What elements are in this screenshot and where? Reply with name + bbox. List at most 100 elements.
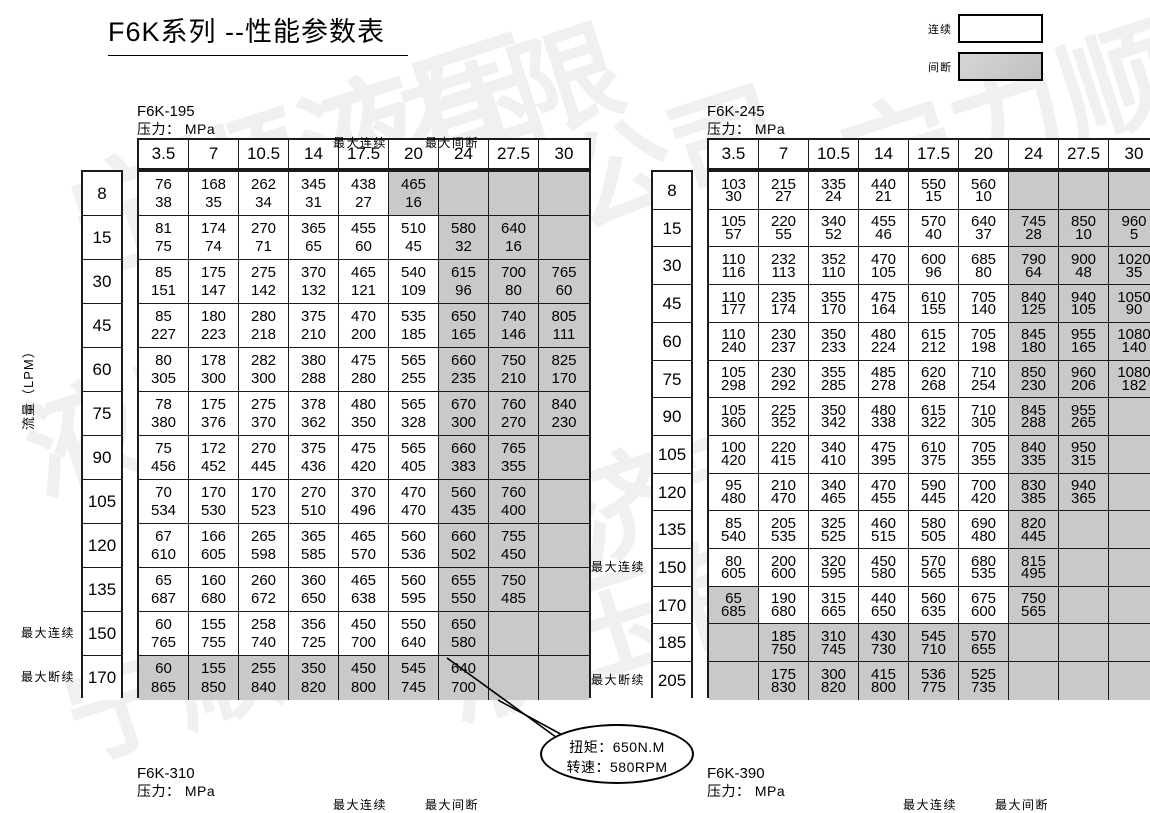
cell-torque-value: 356 [300, 616, 327, 634]
cell-speed-value: 298 [720, 376, 747, 394]
flow-row-label: 8 [83, 172, 121, 216]
cell-torque-value: 765 [500, 440, 527, 458]
cell-speed-value: 90 [1125, 301, 1143, 319]
cell-torque-value: 565 [400, 352, 427, 370]
pressure-header-row: 3.5 7 10.5 14 17.5 20 24 27.5 30 [137, 138, 591, 170]
data-cell: 600 96 [909, 247, 959, 285]
cell-speed-value: 525 [820, 527, 847, 545]
row-note-max-intermittent-row: 最大断续 [590, 673, 645, 688]
cell-speed-value: 445 [920, 489, 947, 507]
cell-speed-value: 265 [1070, 414, 1097, 432]
cell-speed-value: 30 [725, 188, 742, 206]
data-cell: 174 74 [189, 216, 239, 259]
cell-torque-value: 230 [770, 364, 797, 382]
pressure-header-cell: 24 [439, 140, 489, 168]
data-cell: 900 48 [1059, 247, 1109, 285]
cell-torque-value: 175 [770, 665, 797, 683]
cell-torque-value: 680 [970, 552, 997, 570]
data-cell: 380 288 [289, 348, 339, 391]
cell-torque-value: 230 [770, 326, 797, 344]
data-cell: 565 328 [389, 392, 439, 435]
table-row: 85 151 175 147 275 142 370 132 465 121 540 109 615 96… [139, 260, 589, 304]
legend-swatch-continuous [958, 14, 1043, 43]
cell-torque-value: 550 [920, 175, 947, 193]
cell-torque-value: 355 [820, 364, 847, 382]
flow-row-label: 75 [653, 360, 691, 399]
data-cell: 255 840 [239, 656, 289, 700]
data-cell [709, 662, 759, 700]
data-cell: 740 146 [489, 304, 539, 347]
cell-torque-value: 1080 [1117, 364, 1150, 382]
cell-speed-value: 672 [250, 589, 277, 607]
cell-speed-value: 305 [970, 414, 997, 432]
cell-speed-value: 750 [770, 640, 797, 658]
cell-speed-value: 198 [970, 339, 997, 356]
data-cell [539, 568, 589, 611]
cell-speed-value: 27 [355, 193, 372, 211]
pressure-header-cell: 10.5 [239, 140, 289, 168]
cell-speed-value: 435 [450, 501, 477, 519]
cell-torque-value: 76 [155, 176, 172, 194]
flow-row-label: 150 [83, 612, 121, 656]
cell-speed-value: 650 [300, 589, 327, 607]
cell-torque-value: 340 [820, 213, 847, 231]
data-cell: 365 65 [289, 216, 339, 259]
cell-torque-value: 760 [500, 396, 527, 414]
cell-torque-value: 470 [400, 484, 427, 502]
table-row: 60 865 155 850 255 840 350 820 450 800 545 745 640 70… [139, 656, 589, 700]
cell-torque-value: 174 [200, 220, 227, 238]
cell-speed-value: 147 [200, 281, 227, 299]
cell-torque-value: 705 [970, 288, 997, 306]
data-cell [489, 172, 539, 215]
cell-speed-value: 536 [400, 545, 427, 563]
cell-speed-value: 285 [820, 376, 847, 394]
cell-torque-value: 480 [870, 401, 897, 419]
table-block-f6k-195: F6K-195 压力： MPa 最大连续 最大间断 3.5 7 10.5 14 17.5 20 24… [21, 103, 591, 700]
cell-torque-value: 950 [1070, 439, 1097, 457]
cell-torque-value: 232 [770, 250, 797, 268]
model-name: F6K-310 [137, 765, 195, 782]
data-cell: 78 380 [139, 392, 189, 435]
table-row: 67 610 166 605 265 598 365 585 465 570 560 536 660 50… [139, 524, 589, 568]
cell-speed-value: 745 [820, 640, 847, 658]
pressure-header-cell: 20 [389, 140, 439, 168]
cell-torque-value: 235 [770, 288, 797, 306]
cell-torque-value: 465 [350, 528, 377, 546]
data-cell: 275 370 [239, 392, 289, 435]
data-cell: 475 395 [859, 435, 909, 473]
data-cell: 550 640 [389, 612, 439, 655]
cell-speed-value: 109 [400, 281, 427, 299]
cell-torque-value: 190 [770, 590, 797, 608]
cell-speed-value: 60 [555, 281, 573, 299]
data-cell: 470 200 [339, 304, 389, 347]
data-cell: 745 28 [1009, 209, 1059, 247]
data-cell: 755 450 [489, 524, 539, 567]
cell-torque-value: 110 [721, 288, 746, 306]
cell-speed-value: 121 [350, 281, 377, 299]
data-cell: 570 40 [909, 209, 959, 247]
cell-speed-value: 15 [925, 188, 942, 206]
table-row: 110 240 230 237 350 233 480 224 615 212 705 198 845 1… [709, 322, 1150, 361]
table-row: 110 116 232 113 352 110 470 105 600 96 685 80 790 64 9… [709, 247, 1150, 286]
pressure-header-cell: 20 [959, 140, 1009, 168]
data-cell: 340 465 [809, 473, 859, 511]
data-cell: 110 116 [709, 247, 759, 285]
data-cell [539, 480, 589, 523]
flow-row-label: 30 [83, 260, 121, 304]
data-cell: 670 300 [439, 392, 489, 435]
cell-speed-value: 380 [150, 413, 177, 431]
cell-speed-value: 40 [925, 225, 942, 243]
table-row: 81 75 174 74 270 71 365 65 455 60 510 45 580 32 640 16 [139, 216, 589, 260]
cell-speed-value: 495 [1020, 565, 1047, 583]
cell-torque-value: 280 [250, 308, 277, 326]
cell-speed-value: 600 [970, 602, 997, 620]
cell-speed-value: 31 [305, 193, 322, 211]
cell-speed-value: 540 [720, 527, 747, 545]
pressure-unit-label: 压力： MPa [707, 783, 786, 799]
data-cell: 470 105 [859, 247, 909, 285]
cell-torque-value: 845 [1020, 401, 1047, 419]
cell-speed-value: 580 [870, 565, 897, 583]
cell-speed-value: 355 [970, 452, 997, 470]
cell-torque-value: 166 [200, 528, 227, 546]
cell-speed-value: 370 [250, 413, 277, 431]
